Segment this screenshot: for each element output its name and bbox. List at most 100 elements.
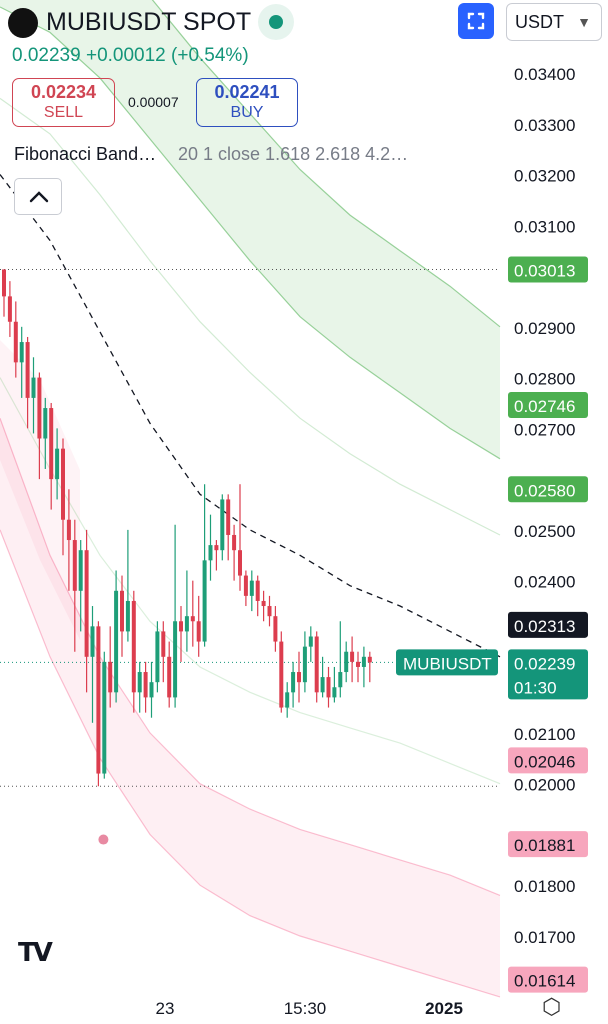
- candle-body: [184, 616, 189, 632]
- candle-body: [367, 656, 372, 663]
- candle-body: [149, 682, 154, 698]
- candle-body: [25, 342, 30, 398]
- y-tick-label: 0.03200: [514, 167, 575, 186]
- candle-body: [202, 560, 207, 642]
- price-tag-bg: [508, 831, 588, 858]
- candle-body: [125, 600, 130, 632]
- candle-body: [2, 269, 6, 297]
- y-tick-label: 0.02900: [514, 319, 575, 338]
- lower-outer-band-line: [0, 529, 501, 998]
- candle-body: [291, 672, 296, 693]
- candle-body: [90, 626, 95, 657]
- candle-body: [356, 661, 360, 667]
- upper-band-fill: [0, 0, 500, 459]
- y-tick-label: 0.02700: [514, 420, 575, 439]
- y-tick-label: 0.03400: [514, 65, 575, 84]
- candle-body: [108, 661, 113, 693]
- sell-button[interactable]: 0.02234 SELL: [12, 78, 115, 127]
- current-symbol-tag-bg: [396, 649, 498, 676]
- fullscreen-button[interactable]: [458, 3, 494, 39]
- y-tick-label: 0.01800: [514, 877, 575, 896]
- candle-body: [255, 580, 260, 601]
- candle-body: [190, 616, 195, 622]
- countdown-label: 01:30: [514, 678, 557, 697]
- current-symbol-label: MUBIUSDT: [403, 654, 492, 673]
- candle-body: [179, 621, 183, 632]
- live-dot-icon: [258, 4, 294, 40]
- symbol-title[interactable]: MUBIUSDT SPOT: [46, 8, 252, 36]
- price-tag-bg: [508, 392, 588, 419]
- y-tick-label: 0.02500: [514, 522, 575, 541]
- y-tick-label: 0.02000: [514, 776, 575, 795]
- candle-body: [196, 621, 201, 642]
- price-tag-bg: [508, 256, 588, 283]
- price-tag-bg: [508, 966, 588, 993]
- candle-body: [102, 661, 107, 774]
- price-tag-label: 0.02746: [514, 397, 575, 416]
- candle-body: [361, 656, 366, 667]
- candle-body: [96, 626, 101, 774]
- candle-body: [114, 590, 119, 693]
- sell-price: 0.02234: [30, 82, 97, 102]
- candle-body: [326, 677, 331, 698]
- price-tag-bg: [508, 611, 588, 638]
- collapse-legend-button[interactable]: [14, 178, 62, 215]
- candle-body: [78, 550, 83, 591]
- candle-body: [66, 519, 71, 541]
- candle-body: [143, 672, 148, 698]
- sell-label: SELL: [43, 104, 84, 121]
- price-tag-label: 0.01881: [514, 836, 575, 855]
- y-tick-label: 0.01700: [514, 928, 575, 947]
- y-tick-label: 0.02400: [514, 573, 575, 592]
- price-quote: 0.02239 +0.00012 (+0.54%): [12, 45, 249, 67]
- candle-body: [261, 600, 266, 607]
- candle-body: [137, 672, 142, 693]
- candle-body: [7, 296, 12, 322]
- tradingview-logo-icon: TV: [18, 938, 53, 968]
- candle-body: [249, 580, 254, 596]
- candle-body: [332, 687, 337, 698]
- candle-body: [297, 672, 301, 683]
- x-tick-label: 15:30: [284, 999, 327, 1018]
- price-tag-bg: [508, 476, 588, 503]
- candle-body: [13, 321, 18, 363]
- indicator-name[interactable]: Fibonacci Band…: [14, 144, 157, 164]
- price-tag-label: 0.02580: [514, 481, 575, 500]
- buy-button[interactable]: 0.02241 BUY: [196, 78, 298, 127]
- candle-body: [308, 636, 313, 647]
- candle-body: [155, 631, 160, 683]
- lower-band-fill-left: [0, 340, 80, 640]
- chevron-up-icon: [29, 191, 49, 203]
- settings-icon[interactable]: ⬡: [542, 994, 562, 1019]
- candle-body: [226, 499, 231, 535]
- candle-body: [55, 448, 60, 480]
- x-tick-label: 2025: [425, 999, 463, 1018]
- upper-mid-band-line: [0, 6, 501, 460]
- candle-body: [338, 672, 343, 688]
- currency-select[interactable]: USDT ▼: [506, 3, 602, 41]
- candle-body: [49, 408, 54, 480]
- candle-body: [120, 590, 124, 632]
- candle-body: [19, 342, 24, 363]
- candle-body: [344, 651, 349, 673]
- candle-body: [131, 600, 136, 693]
- candle-body: [320, 677, 325, 693]
- upper-inner-band-line: [0, 97, 501, 536]
- candle-body: [43, 408, 48, 439]
- candle-body: [84, 550, 89, 657]
- candle-body: [267, 606, 272, 617]
- lower-inner-band-line: [0, 377, 501, 785]
- currency-label: USDT: [515, 12, 564, 32]
- fullscreen-icon: [467, 12, 485, 30]
- candle-body: [31, 377, 36, 398]
- candle-body: [279, 641, 284, 708]
- candle-body: [238, 550, 242, 576]
- candle-body: [161, 631, 166, 657]
- y-tick-label: 0.03100: [514, 217, 575, 236]
- last-price: 0.02239: [12, 45, 81, 66]
- buy-price: 0.02241: [214, 82, 280, 102]
- exchange-logo-icon: [8, 8, 38, 38]
- y-tick-label: 0.02800: [514, 370, 575, 389]
- candle-body: [37, 377, 42, 439]
